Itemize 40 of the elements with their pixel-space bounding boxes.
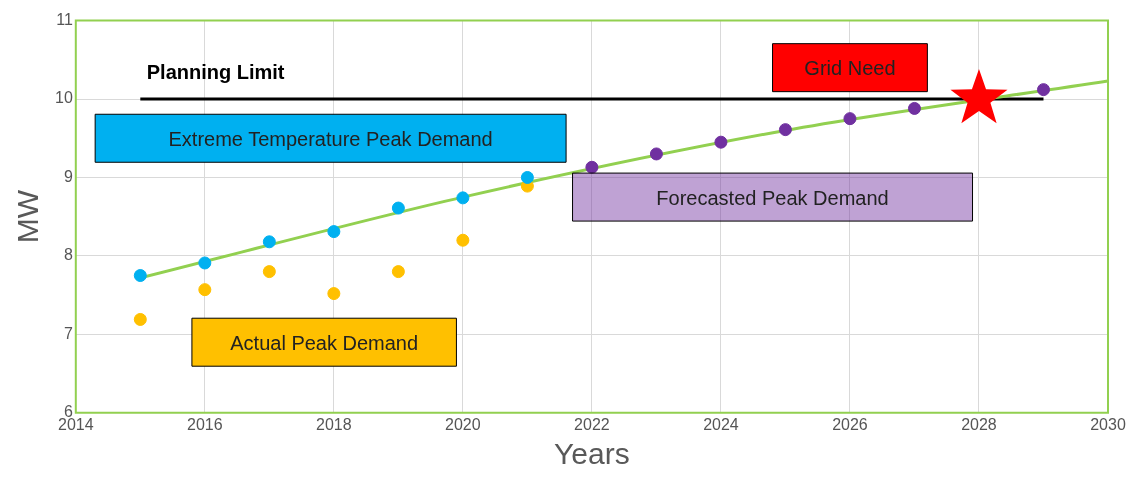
y-tick-label: 8 xyxy=(63,246,73,264)
x-tick-label: 2026 xyxy=(832,415,868,433)
point xyxy=(262,265,276,279)
point xyxy=(520,170,534,184)
point xyxy=(133,312,147,326)
x-tick-label: 2020 xyxy=(445,415,481,433)
y-tick-label: 7 xyxy=(63,324,73,342)
point xyxy=(198,256,212,270)
point xyxy=(327,225,341,239)
point xyxy=(585,160,599,174)
point xyxy=(778,123,792,137)
x-tick-label: 2018 xyxy=(316,415,352,433)
series-label: Forecasted Peak Demand xyxy=(656,186,889,209)
point xyxy=(649,147,663,161)
x-tick-label: 2022 xyxy=(574,415,610,433)
point xyxy=(1036,83,1050,97)
point xyxy=(456,233,470,247)
series-label: Planning Limit xyxy=(146,61,285,84)
point xyxy=(456,191,470,205)
point xyxy=(327,287,341,301)
point xyxy=(843,112,857,126)
text: Grid Need xyxy=(804,57,896,80)
series-label: Extreme Temperature Peak Demand xyxy=(168,127,493,150)
y-axis-title: MW xyxy=(11,189,45,244)
x-tick-label: 2030 xyxy=(1090,415,1126,433)
point xyxy=(133,269,147,283)
x-tick-label: 2016 xyxy=(187,415,223,433)
y-tick-label: 10 xyxy=(55,89,73,107)
x-tick-label: 2028 xyxy=(961,415,997,433)
x-axis-title: Years xyxy=(554,437,630,471)
point xyxy=(907,101,921,115)
y-tick-label: 9 xyxy=(63,167,73,185)
text: Actual Peak Demand xyxy=(230,331,419,354)
point xyxy=(714,135,728,149)
point xyxy=(391,201,405,215)
point xyxy=(262,235,276,249)
point xyxy=(391,265,405,279)
x-tick-label: 2024 xyxy=(703,415,739,433)
point xyxy=(198,283,212,297)
y-tick-label: 11 xyxy=(56,11,73,29)
